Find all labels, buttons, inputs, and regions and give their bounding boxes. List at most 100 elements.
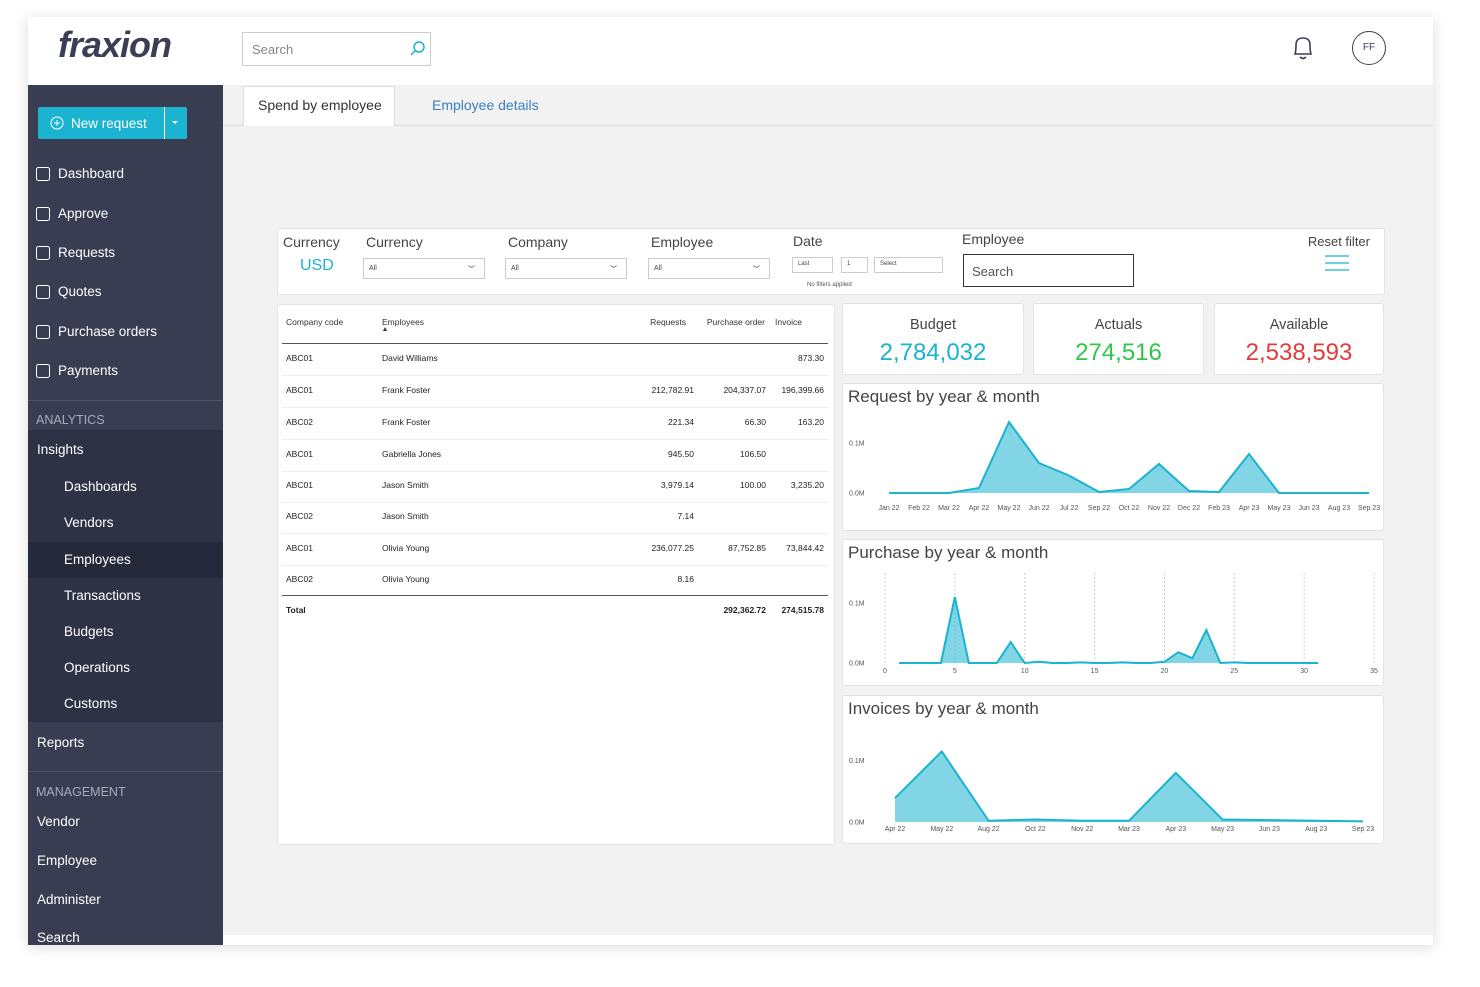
y-tick-label: 0.0M bbox=[849, 820, 865, 827]
chart: Invoices by year & month Apr 22 May 22 Aug … bbox=[848, 699, 1374, 833]
x-tick-label: May 22 bbox=[998, 505, 1021, 512]
chart-title: Purchase by year & month bbox=[848, 543, 1048, 562]
date-value: Last bbox=[798, 261, 810, 267]
line bbox=[889, 420, 1369, 494]
y-tick-label: 0.1M bbox=[849, 758, 865, 765]
y-tick-label: 0.1M bbox=[849, 441, 865, 448]
sort-indicator bbox=[383, 327, 387, 331]
icon-shape bbox=[36, 364, 50, 378]
menu-item[interactable]: Vendors bbox=[64, 515, 114, 530]
chart-card: Purchase by year & month 0 5 10 15 20 25 30 35 0.… bbox=[842, 539, 1384, 686]
x-tick-label: Aug 23 bbox=[1328, 505, 1350, 512]
chevron: › bbox=[604, 264, 623, 269]
date-input[interactable]: Last bbox=[792, 257, 833, 273]
date-input[interactable]: 1 bbox=[841, 257, 868, 273]
kpi-value: 274,516 bbox=[1075, 339, 1162, 366]
date-input[interactable]: Select bbox=[874, 257, 943, 273]
menu-item[interactable]: Transactions bbox=[64, 588, 141, 603]
chevron: › bbox=[747, 264, 766, 269]
menu-item[interactable]: Operations bbox=[64, 660, 131, 675]
table-cell: 221.34 bbox=[668, 417, 694, 427]
reset-icon[interactable] bbox=[1324, 252, 1350, 274]
notifications[interactable] bbox=[1290, 34, 1316, 62]
active-tab[interactable] bbox=[243, 86, 395, 126]
filter-label: Company bbox=[508, 234, 568, 250]
table-cell: ABC01 bbox=[286, 480, 313, 490]
column-header[interactable]: Invoice bbox=[775, 317, 802, 327]
menu-item[interactable]: Reports bbox=[37, 735, 85, 750]
table-cell: Olivia Young bbox=[382, 574, 430, 584]
avatar[interactable]: FF bbox=[1352, 31, 1386, 65]
table-cell: ABC02 bbox=[286, 417, 313, 427]
icon-shape bbox=[36, 167, 50, 181]
column-header[interactable]: Employees bbox=[382, 317, 425, 327]
filter-label: Date bbox=[793, 233, 823, 249]
tab[interactable]: Employee details bbox=[432, 97, 539, 113]
y-tick-label: 0.0M bbox=[849, 661, 865, 668]
menu-item[interactable]: MANAGEMENT bbox=[36, 785, 126, 799]
menu-item[interactable]: Employee bbox=[37, 853, 98, 868]
menu-item[interactable]: Employees bbox=[64, 552, 131, 567]
menu-item[interactable]: Dashboard bbox=[58, 166, 125, 181]
row-rule bbox=[282, 375, 828, 376]
menu-item[interactable]: ANALYTICS bbox=[36, 413, 105, 427]
menu-item[interactable]: Requests bbox=[58, 245, 116, 260]
kpi-card: Budget 2,784,032 bbox=[842, 303, 1024, 375]
x-tick-label: Apr 23 bbox=[1239, 505, 1260, 512]
menu-item[interactable]: Customs bbox=[64, 696, 118, 711]
date-value: Select bbox=[880, 261, 897, 267]
row-rule bbox=[282, 533, 828, 534]
chart: Request by year & month Jan 22 Feb 22 Mar 2… bbox=[848, 387, 1380, 512]
tab[interactable]: Spend by employee bbox=[258, 97, 382, 113]
menu-icon bbox=[36, 246, 50, 260]
reset-filter[interactable]: Reset filter bbox=[1307, 234, 1370, 249]
caret bbox=[172, 121, 178, 124]
x-tick-label: Jun 22 bbox=[1028, 505, 1049, 512]
x-tick-label: Jan 22 bbox=[878, 505, 899, 512]
row-rule bbox=[282, 407, 828, 408]
logo[interactable]: fraxion bbox=[58, 24, 172, 65]
column-header[interactable]: Requests bbox=[650, 317, 686, 327]
kpi-card: Actuals 274,516 bbox=[1033, 303, 1204, 375]
menu-item[interactable]: Approve bbox=[58, 206, 109, 221]
search-icon bbox=[410, 41, 425, 56]
x-tick-label: 35 bbox=[1370, 668, 1378, 675]
menu-icon bbox=[36, 325, 50, 339]
table-cell: ABC01 bbox=[286, 353, 313, 363]
separator bbox=[28, 771, 223, 772]
dropdown[interactable]: All › bbox=[505, 258, 627, 279]
menu-item[interactable]: Dashboards bbox=[64, 479, 137, 494]
chart-title: Invoices by year & month bbox=[848, 699, 1039, 718]
menu-item[interactable]: Budgets bbox=[64, 624, 114, 639]
dropdown[interactable]: All › bbox=[363, 258, 485, 279]
date-value: 1 bbox=[847, 261, 851, 267]
menu-item[interactable]: Payments bbox=[58, 363, 119, 378]
filter-label: Employee bbox=[962, 231, 1025, 247]
table-cell: 873.30 bbox=[798, 353, 824, 363]
menu-item[interactable]: Insights bbox=[37, 442, 84, 457]
total-rule bbox=[282, 595, 828, 596]
menu-item[interactable]: Vendor bbox=[37, 814, 80, 829]
menu-item[interactable]: Quotes bbox=[58, 284, 102, 299]
menu-item[interactable]: Administer bbox=[37, 892, 101, 907]
column-header[interactable]: Purchase order bbox=[706, 317, 765, 327]
line bbox=[894, 749, 1364, 823]
menu-item[interactable]: Search bbox=[37, 930, 80, 945]
table-cell: 73,844.42 bbox=[786, 543, 824, 553]
search-box[interactable]: Search bbox=[242, 32, 431, 66]
table-cell: David Williams bbox=[382, 353, 438, 363]
x-tick-label: Jul 22 bbox=[1060, 505, 1079, 512]
row-rule bbox=[282, 502, 828, 503]
table-cell: Frank Foster bbox=[382, 417, 431, 427]
column-header[interactable]: Company code bbox=[286, 317, 344, 327]
menu-item[interactable]: Purchase orders bbox=[58, 324, 158, 339]
table-cell: Olivia Young bbox=[382, 543, 430, 553]
new-request-button[interactable]: New request bbox=[38, 107, 187, 139]
x-tick-label: Sep 23 bbox=[1358, 505, 1380, 512]
table-cell: 8.16 bbox=[677, 574, 694, 584]
row-rule bbox=[282, 471, 828, 472]
dropdown[interactable]: All › bbox=[648, 258, 770, 279]
x-tick-label: Nov 22 bbox=[1071, 826, 1093, 833]
employee-search[interactable]: Search bbox=[963, 254, 1134, 287]
table-cell: ABC01 bbox=[286, 385, 313, 395]
